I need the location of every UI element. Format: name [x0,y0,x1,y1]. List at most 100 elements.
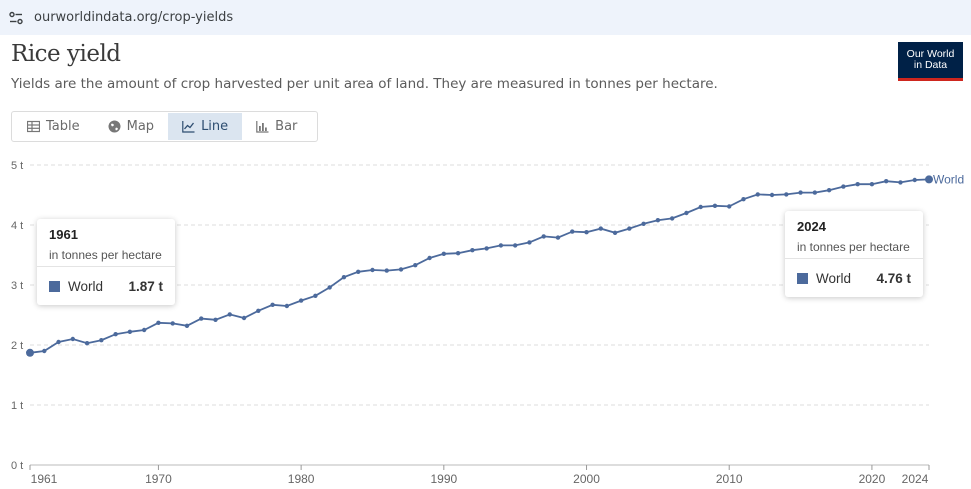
y-tick-label: 4 t [11,220,23,232]
data-point [883,179,889,184]
x-tick-label: 1980 [288,472,315,486]
data-point [170,321,175,326]
y-tick-label: 0 t [11,460,23,472]
tooltip-start-value: 1.87 t [128,278,163,294]
owid-logo[interactable]: Our World in Data [898,42,963,81]
data-point [498,243,504,248]
data-point [669,216,675,221]
data-point [213,317,218,322]
data-point [384,268,389,273]
x-tick-label: 1990 [430,472,457,486]
tab-table[interactable]: Table [13,113,94,140]
data-point [241,315,247,321]
chart-view-tabs: Table Map Line Bar [11,111,318,142]
data-point [398,267,404,272]
data-point [512,243,518,248]
data-point [727,204,732,209]
data-point [555,235,561,240]
data-point [184,323,190,328]
y-tick-label: 2 t [11,340,23,352]
tooltip-start-year: 1961 [49,227,78,242]
data-point [42,348,47,354]
data-point [56,339,61,345]
chart-subtitle: Yields are the amount of crop harvested … [11,76,718,92]
data-point [70,336,76,342]
tooltip-start-unit: in tonnes per hectare [49,248,162,262]
chart-title: Rice yield [11,41,121,67]
data-point [413,263,418,268]
data-point [698,204,703,210]
data-point [84,341,90,346]
data-point [798,190,803,195]
data-point [925,175,933,184]
data-point [584,230,589,235]
globe-icon [108,120,121,133]
data-point [612,230,618,235]
tooltip-end-value: 4.76 t [876,270,911,286]
data-point [812,190,818,195]
line-chart: 0 t 1 t 2 t 3 t 4 t 5 t 1961 1970 1980 1990 2000 20… [11,160,964,486]
data-point [313,293,318,298]
y-tick-label: 3 t [11,280,23,292]
data-point [898,180,903,185]
tab-line-label: Line [201,119,229,134]
tab-map-label: Map [126,119,155,134]
tab-line[interactable]: Line [168,113,243,140]
data-point [541,234,546,239]
data-point [769,192,775,198]
series-line-world [29,178,930,354]
x-tick-label: 2010 [716,472,743,486]
tooltip-end-unit: in tonnes per hectare [797,240,910,254]
y-tick-label: 1 t [11,400,23,412]
tab-bar-label: Bar [275,119,298,134]
y-tick-label: 5 t [11,160,23,172]
x-tick-label: 1970 [145,472,172,486]
tab-bar[interactable]: Bar [242,113,311,140]
data-point [598,226,603,231]
tooltip-end-swatch [797,272,808,284]
x-tick-label: 2024 [902,472,929,486]
line-chart-icon [182,121,195,133]
url-text[interactable]: ourworldindata.org/crop-yields [34,10,234,25]
x-tick-label: 1961 [31,472,58,486]
data-point [156,320,161,325]
data-point [370,267,375,273]
data-point [869,182,875,187]
data-point [256,308,261,313]
tab-table-label: Table [46,119,80,134]
data-point [470,248,475,253]
series-label-world: World [933,172,964,186]
data-point [641,221,646,226]
tooltip-start-series: World [68,278,104,294]
data-point [284,303,290,309]
x-tick-label: 2000 [573,472,600,486]
data-point [227,312,232,317]
data-point [484,246,489,251]
data-point [912,177,917,183]
tab-map[interactable]: Map [94,113,168,140]
data-point [755,192,760,197]
table-icon [27,120,40,133]
data-point [99,338,104,343]
data-point [298,298,304,303]
data-point [327,285,332,290]
tooltip-end: 2024 in tonnes per hectare World 4.76 t [785,211,923,297]
data-point [741,197,746,202]
logo-line-2: in Data [913,59,948,71]
data-point [341,275,347,280]
x-tick-label: 2020 [859,472,886,486]
data-point [826,188,832,193]
data-point [841,184,846,189]
data-point [270,302,275,307]
data-point [570,229,575,234]
bar-chart-icon [256,121,269,133]
data-point [356,269,361,274]
data-point [26,348,34,357]
data-point [455,251,461,256]
site-settings-icon[interactable] [8,10,24,26]
address-bar[interactable]: ourworldindata.org/crop-yields [0,0,971,35]
data-point [127,329,133,334]
data-point [113,332,118,337]
data-point [784,192,789,197]
data-point [199,316,204,321]
